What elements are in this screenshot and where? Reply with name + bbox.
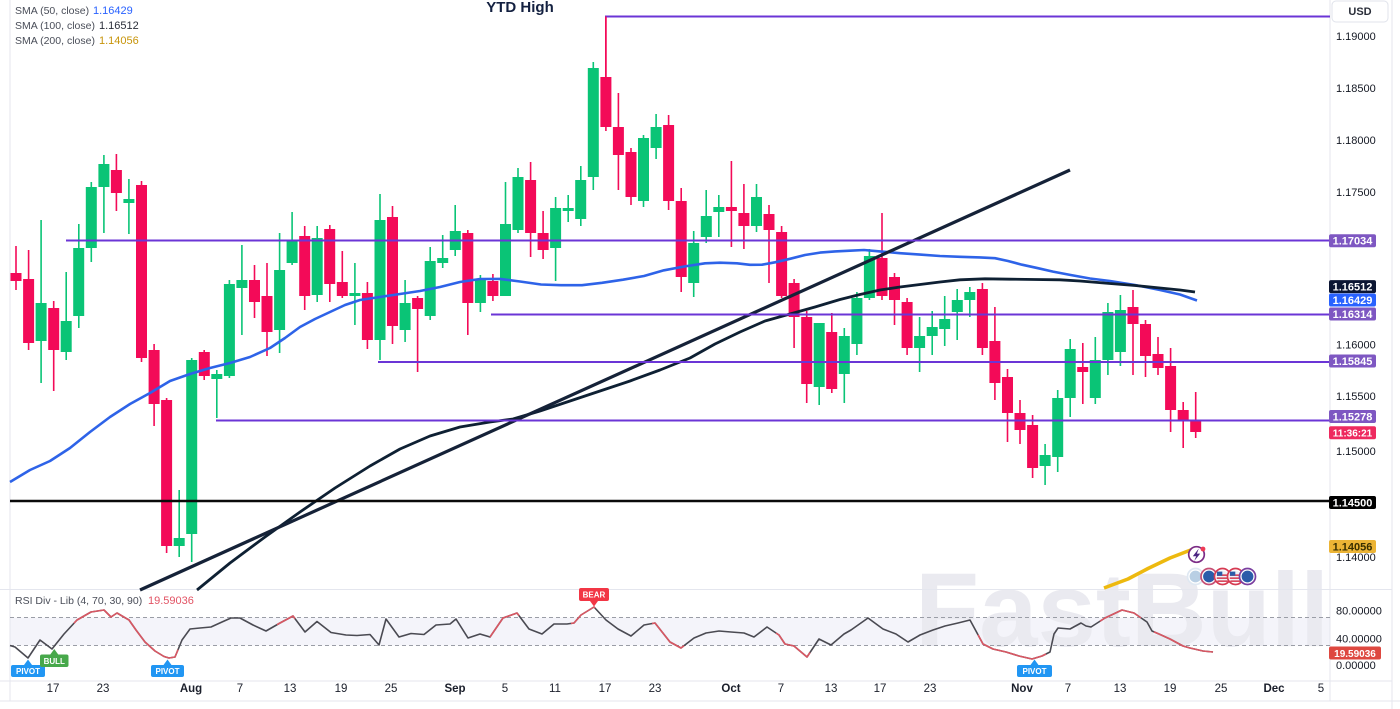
- svg-text:23: 23: [97, 683, 110, 695]
- svg-text:1.14500: 1.14500: [1333, 497, 1373, 509]
- svg-text:7: 7: [778, 683, 784, 695]
- svg-text:17: 17: [599, 683, 612, 695]
- svg-text:1.15278: 1.15278: [1333, 411, 1373, 423]
- svg-text:PIVOT: PIVOT: [155, 667, 179, 676]
- svg-text:19: 19: [1164, 683, 1177, 695]
- svg-text:SMA (200, close): SMA (200, close): [15, 35, 95, 47]
- svg-text:25: 25: [1215, 683, 1228, 695]
- svg-text:1.16512: 1.16512: [1333, 281, 1373, 293]
- svg-text:Oct: Oct: [721, 683, 740, 695]
- svg-text:13: 13: [1114, 683, 1127, 695]
- svg-text:17: 17: [47, 683, 60, 695]
- svg-text:BULL: BULL: [44, 657, 65, 666]
- svg-text:23: 23: [924, 683, 937, 695]
- svg-text:1.16429: 1.16429: [1333, 295, 1373, 307]
- svg-text:19.59036: 19.59036: [1334, 649, 1376, 660]
- svg-text:Aug: Aug: [180, 683, 202, 695]
- svg-text:13: 13: [825, 683, 838, 695]
- svg-text:17: 17: [874, 683, 887, 695]
- svg-text:PIVOT: PIVOT: [1022, 667, 1046, 676]
- svg-text:1.16314: 1.16314: [1333, 309, 1374, 321]
- svg-text:1.14056: 1.14056: [99, 35, 139, 47]
- svg-text:1.18500: 1.18500: [1336, 83, 1376, 95]
- svg-text:BEAR: BEAR: [583, 591, 606, 600]
- svg-text:Sep: Sep: [444, 683, 465, 695]
- svg-text:80.00000: 80.00000: [1336, 605, 1382, 617]
- svg-text:1.18000: 1.18000: [1336, 135, 1376, 147]
- svg-text:11: 11: [549, 683, 561, 695]
- svg-text:40.00000: 40.00000: [1336, 633, 1382, 645]
- svg-text:1.17034: 1.17034: [1333, 236, 1374, 248]
- svg-text:1.15000: 1.15000: [1336, 446, 1376, 458]
- svg-text:7: 7: [1065, 683, 1071, 695]
- svg-text:1.15845: 1.15845: [1333, 356, 1373, 368]
- svg-text:1.16512: 1.16512: [99, 20, 139, 32]
- svg-text:Dec: Dec: [1263, 683, 1285, 695]
- svg-text:1.16429: 1.16429: [93, 5, 133, 17]
- svg-text:RSI Div - Lib (4, 70, 30, 90): RSI Div - Lib (4, 70, 30, 90): [15, 595, 142, 607]
- svg-text:19.59036: 19.59036: [148, 595, 194, 607]
- svg-text:13: 13: [284, 683, 297, 695]
- svg-text:19: 19: [335, 683, 348, 695]
- svg-text:SMA (100, close): SMA (100, close): [15, 20, 95, 32]
- svg-text:Nov: Nov: [1011, 683, 1033, 695]
- svg-text:YTD High: YTD High: [486, 0, 554, 16]
- svg-text:SMA (50, close): SMA (50, close): [15, 5, 89, 17]
- svg-text:1.19000: 1.19000: [1336, 31, 1376, 43]
- svg-text:5: 5: [502, 683, 508, 695]
- svg-text:5: 5: [1318, 683, 1324, 695]
- svg-text:1.16000: 1.16000: [1336, 339, 1376, 351]
- svg-text:11:36:21: 11:36:21: [1333, 429, 1373, 440]
- svg-text:1.14000: 1.14000: [1336, 552, 1376, 564]
- svg-text:1.17500: 1.17500: [1336, 187, 1376, 199]
- svg-text:7: 7: [237, 683, 243, 695]
- svg-text:0.00000: 0.00000: [1336, 660, 1376, 672]
- svg-text:23: 23: [649, 683, 662, 695]
- svg-text:1.15500: 1.15500: [1336, 391, 1376, 403]
- svg-text:25: 25: [385, 683, 398, 695]
- svg-text:USD: USD: [1348, 6, 1371, 18]
- svg-text:PIVOT: PIVOT: [16, 667, 40, 676]
- svg-text:1.14056: 1.14056: [1333, 541, 1373, 553]
